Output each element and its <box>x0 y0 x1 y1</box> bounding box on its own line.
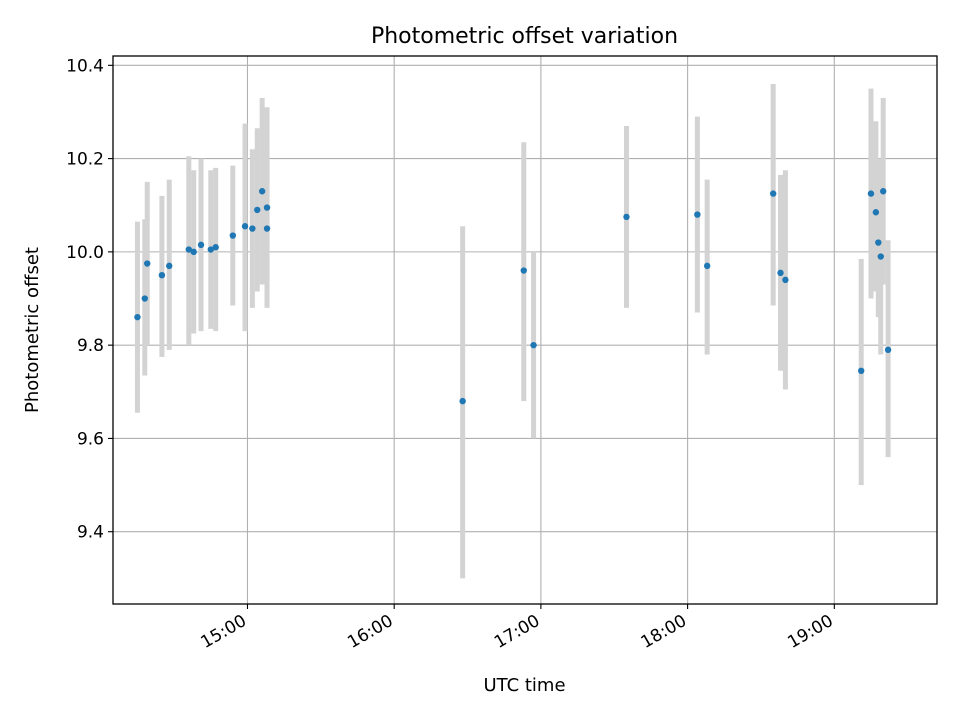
data-point <box>694 211 701 218</box>
data-point <box>867 190 875 197</box>
data-point <box>520 267 527 274</box>
data-point <box>459 397 466 405</box>
data-point <box>263 204 271 211</box>
data-point <box>249 225 256 232</box>
data-point <box>229 232 237 239</box>
data-point <box>884 346 892 354</box>
y-tick-label: 10.4 <box>66 56 104 76</box>
data-point <box>877 253 884 260</box>
data-point <box>880 188 887 195</box>
data-point <box>166 262 173 270</box>
data-point <box>141 295 148 302</box>
y-tick-label: 9.6 <box>77 429 104 449</box>
data-point <box>254 206 261 214</box>
y-tick-label: 9.4 <box>77 523 104 543</box>
data-point <box>703 262 711 270</box>
data-point <box>258 188 266 195</box>
data-point <box>875 239 882 246</box>
x-axis-label: UTC time <box>483 675 565 696</box>
y-axis-label: Photometric offset <box>22 247 43 413</box>
x-tick-label: 16:00 <box>344 611 396 653</box>
data-point <box>185 246 192 253</box>
data-point <box>134 313 141 321</box>
y-tick-label: 9.8 <box>77 336 104 356</box>
y-tick-label: 10.0 <box>66 243 104 263</box>
data-point <box>872 209 880 216</box>
x-tick-label: 17:00 <box>491 611 543 653</box>
data-point <box>782 276 789 284</box>
data-point <box>212 244 219 251</box>
data-point <box>263 225 271 232</box>
data-point <box>530 341 537 349</box>
data-point <box>777 269 784 277</box>
data-point <box>158 272 166 279</box>
x-tick-label: 18:00 <box>638 611 690 653</box>
data-point <box>623 213 630 221</box>
chart-title: Photometric offset variation <box>371 24 678 49</box>
x-tick-label: 19:00 <box>784 611 836 653</box>
data-point <box>144 260 151 267</box>
x-tick-label: 15:00 <box>198 611 250 653</box>
data-point <box>858 367 865 375</box>
data-point <box>190 248 197 256</box>
data-point <box>241 223 249 230</box>
data-point <box>769 190 777 197</box>
y-tick-label: 10.2 <box>66 150 104 170</box>
data-point <box>207 246 215 253</box>
y-axis-ticks: 9.4 9.6 9.8 10.0 10.2 10.4 <box>66 56 113 543</box>
data-point <box>197 241 205 249</box>
data-points <box>134 188 892 405</box>
plot-frame <box>112 55 938 605</box>
x-axis-ticks: 15:00 16:00 17:00 18:00 19:00 <box>198 604 837 653</box>
